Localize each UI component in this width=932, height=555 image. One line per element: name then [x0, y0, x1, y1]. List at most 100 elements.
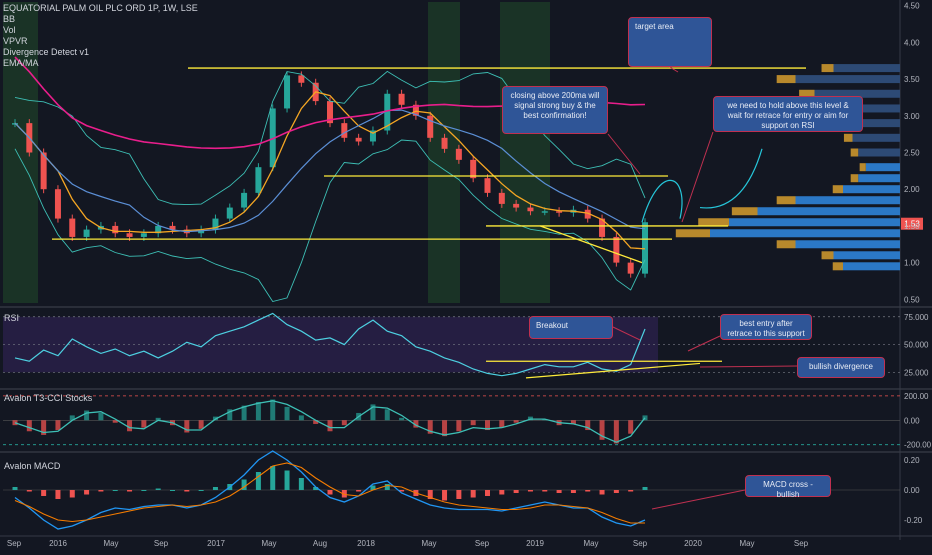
macd-histogram-bar [456, 490, 462, 499]
time-axis-tick: May [421, 539, 436, 548]
stoch-pane-title[interactable]: Avalon T3-CCI Stocks [4, 393, 93, 403]
volume-profile-bar [852, 133, 900, 142]
macd-histogram-bar [642, 487, 648, 490]
macd-histogram-bar [399, 490, 405, 492]
stoch-histogram-bar [55, 420, 61, 431]
macd-histogram-bar [556, 490, 562, 493]
price-axis-tick: 4.00 [904, 38, 920, 47]
indicator-ema-ma[interactable]: EMA/MA [3, 58, 39, 68]
candle-body [83, 229, 90, 237]
price-axis-tick: 2.00 [904, 185, 920, 194]
ma-mid-line [14, 109, 646, 233]
candle-body [355, 137, 362, 142]
macd-histogram-bar [26, 490, 32, 492]
candle-body [527, 207, 534, 212]
stoch-histogram-bar [570, 420, 576, 424]
stoch-histogram-bar [456, 420, 462, 432]
macd-histogram-bar [585, 490, 591, 492]
volume-profile-bar [858, 148, 900, 157]
rsi-axis-tick: 50.000 [904, 341, 929, 350]
annotation-pointer [687, 335, 721, 352]
annotation-pointer [681, 131, 714, 223]
note-macd-cross[interactable]: MACD cross - bullish [745, 475, 831, 499]
annotation-pointer [607, 133, 641, 175]
macd-histogram-bar [12, 487, 18, 490]
indicator-vpvr[interactable]: VPVR [3, 36, 28, 46]
indicator-vol[interactable]: Vol [3, 25, 16, 35]
signal-zone [500, 2, 550, 303]
time-axis-tick: 2016 [49, 539, 67, 548]
time-axis-tick: Sep [475, 539, 490, 548]
volume-profile-bar [814, 89, 900, 98]
volume-profile-bar-down [731, 207, 758, 216]
candle-body [584, 209, 591, 219]
symbol-title[interactable]: EQUATORIAL PALM OIL PLC ORD 1P, 1W, LSE [3, 3, 198, 13]
volume-profile-bar-down [832, 185, 843, 194]
note-breakout[interactable]: Breakout [529, 316, 613, 339]
candle-body [54, 189, 61, 219]
macd-histogram-bar [270, 466, 276, 490]
candle-body [441, 137, 448, 149]
volume-profile-bar [833, 251, 900, 260]
time-axis-tick: Sep [154, 539, 169, 548]
stoch-histogram-bar [227, 409, 233, 421]
macd-histogram-bar [112, 490, 118, 491]
macd-histogram-bar [241, 479, 247, 490]
time-axis-tick: 2020 [684, 539, 702, 548]
indicator-divergence[interactable]: Divergence Detect v1 [3, 47, 90, 57]
volume-profile-bar-down [850, 148, 859, 157]
volume-profile-bar [795, 75, 900, 84]
note-target-area[interactable]: target area [628, 17, 712, 67]
time-axis-tick: 2019 [526, 539, 544, 548]
stoch-histogram-bar [69, 415, 75, 421]
macd-histogram-bar [542, 490, 548, 492]
rsi-axis-tick: 75.000 [904, 313, 929, 322]
stoch-histogram-bar [613, 420, 619, 444]
candle-body [341, 123, 348, 138]
macd-histogram-bar [313, 487, 319, 490]
candle-body [140, 233, 147, 237]
candle-body [613, 236, 620, 263]
indicator-bb[interactable]: BB [3, 14, 16, 24]
price-axis-tick: 3.50 [904, 75, 920, 84]
volume-profile-bar [757, 207, 900, 216]
note-bullish-divergence[interactable]: bullish divergence [797, 357, 885, 378]
candle-body [455, 148, 462, 160]
candle-body [627, 262, 634, 274]
macd-histogram-bar [599, 490, 605, 495]
candle-body [241, 192, 248, 208]
candle-body [269, 108, 276, 168]
macd-histogram-bar [527, 490, 533, 492]
note-best-entry[interactable]: best entry after retrace to this support [720, 314, 812, 340]
time-axis-tick: 2018 [357, 539, 375, 548]
candle-body [513, 203, 520, 208]
rsi-pane-title[interactable]: RSI [4, 313, 20, 323]
candle-body [212, 218, 219, 230]
annotation-pointer [667, 65, 679, 73]
stoch-histogram-bar [599, 420, 605, 440]
macd-histogram-bar [341, 490, 347, 498]
macd-histogram-bar [69, 490, 75, 498]
macd-histogram-bar [184, 490, 190, 492]
note-closing-above-200ma[interactable]: closing above 200ma will signal strong b… [502, 86, 608, 134]
macd-histogram-bar [84, 490, 90, 495]
price-axis-tick: 0.50 [904, 295, 920, 304]
macd-pane-title[interactable]: Avalon MACD [4, 461, 61, 471]
macd-histogram-bar [628, 490, 634, 492]
stoch-histogram-bar [313, 420, 319, 424]
candle-body [198, 229, 205, 234]
macd-histogram-bar [327, 490, 333, 495]
time-axis-tick: 2017 [207, 539, 225, 548]
candle-body [484, 178, 491, 193]
volume-profile-bar [843, 185, 900, 194]
note-hold-above-level[interactable]: we need to hold above this level & wait … [713, 96, 863, 132]
candle-body [470, 159, 477, 179]
macd-histogram-bar [141, 490, 147, 491]
volume-profile-bar [843, 262, 900, 271]
time-axis-tick: May [103, 539, 118, 548]
macd-histogram-bar [255, 472, 261, 490]
ema-fast-line [14, 91, 646, 250]
signal-zone [428, 2, 460, 303]
bb-lower-line [14, 139, 646, 303]
